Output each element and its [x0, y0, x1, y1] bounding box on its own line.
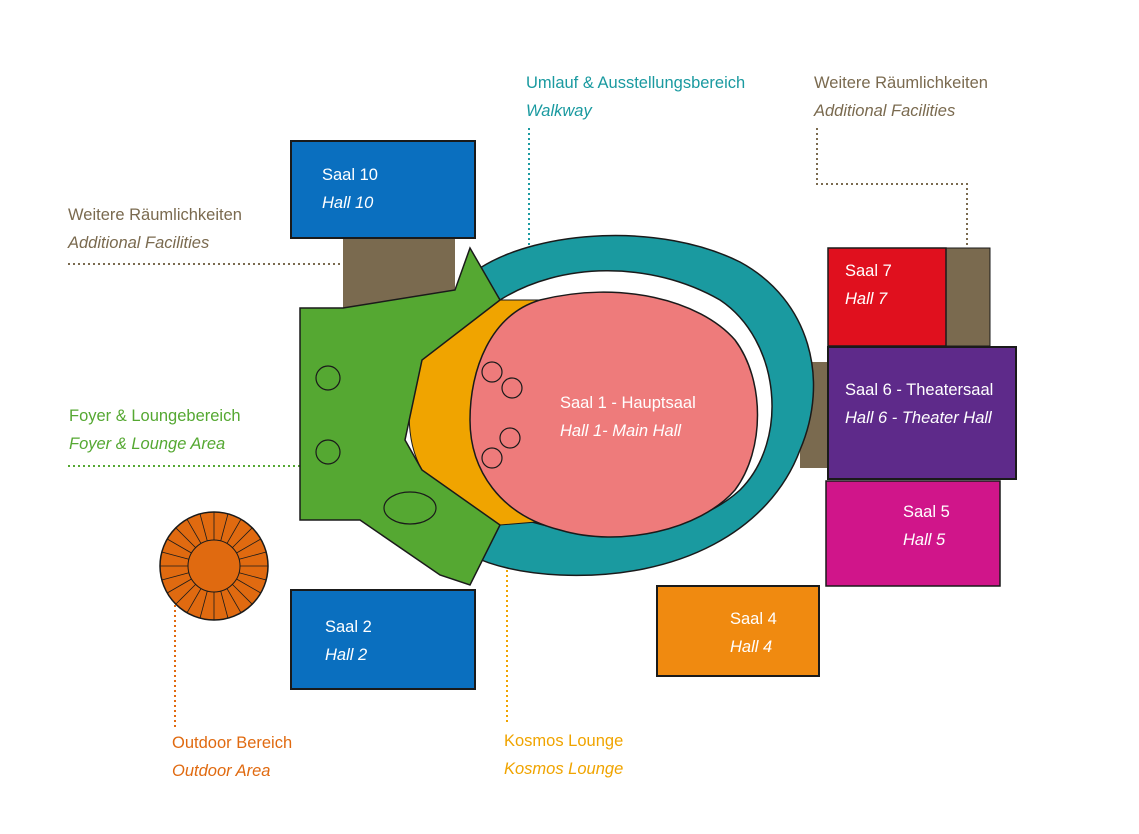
legend-foyer-de: Foyer & Loungebereich	[69, 407, 241, 425]
outdoor-spoke	[239, 551, 267, 560]
saal-4-de: Saal 4	[730, 610, 777, 628]
saal-6-en: Hall 6 - Theater Hall	[845, 409, 992, 427]
legend-walkway-de: Umlauf & Ausstellungsbereich	[526, 74, 746, 92]
outdoor-spoke	[220, 591, 229, 619]
saal-5-de: Saal 5	[903, 503, 950, 521]
leader-facilities-right	[816, 128, 968, 248]
stage-detail-1	[481, 361, 503, 383]
saal-10-de: Saal 10	[322, 166, 378, 184]
outdoor-spoke	[220, 513, 229, 541]
outdoor-spoke	[232, 527, 253, 548]
saal-5-en: Hall 5	[903, 531, 946, 549]
saal-2-de: Saal 2	[325, 618, 372, 636]
saal-4-label[interactable]: Saal 4 Hall 4	[730, 605, 777, 661]
outdoor-spoke	[232, 584, 253, 605]
saal-10-label[interactable]: Saal 10 Hall 10	[322, 161, 378, 217]
outdoor-spoke	[236, 578, 261, 594]
saal-5-label[interactable]: Saal 5 Hall 5	[903, 498, 950, 554]
saal-1-en: Hall 1- Main Hall	[560, 422, 682, 440]
legend-foyer-en: Foyer & Lounge Area	[69, 435, 226, 453]
legend-kosmos: Kosmos Lounge Kosmos Lounge	[504, 727, 623, 783]
legend-facilities-right: Weitere Räumlichkeiten Additional Facili…	[814, 69, 988, 125]
stage-detail-2	[501, 377, 523, 399]
facilities-area-right	[945, 247, 991, 347]
outdoor-spoke	[199, 513, 208, 541]
outdoor-spoke	[161, 572, 189, 581]
outdoor-spoke	[226, 588, 242, 613]
outdoor-spoke	[226, 519, 242, 544]
legend-outdoor-de: Outdoor Bereich	[172, 734, 293, 752]
foyer-bar	[383, 491, 437, 525]
stage-detail-3	[499, 427, 521, 449]
legend-walkway: Umlauf & Ausstellungsbereich Walkway	[526, 69, 745, 125]
saal-1-area	[469, 291, 759, 538]
saal-10-en: Hall 10	[322, 194, 374, 212]
saal-7-area[interactable]	[827, 247, 947, 347]
outdoor-spoke	[167, 538, 192, 554]
legend-facilities-right-en: Additional Facilities	[814, 102, 956, 120]
legend-kosmos-en: Kosmos Lounge	[504, 760, 624, 778]
legend-facilities-left-de: Weitere Räumlichkeiten	[68, 206, 242, 224]
saal-1-label[interactable]: Saal 1 - Hauptsaal Hall 1- Main Hall	[560, 389, 696, 445]
legend-kosmos-de: Kosmos Lounge	[504, 732, 624, 750]
saal-7-de: Saal 7	[845, 262, 892, 280]
legend-outdoor: Outdoor Bereich Outdoor Area	[172, 729, 292, 785]
saal-4-en: Hall 4	[730, 638, 773, 656]
outdoor-inner	[187, 539, 241, 593]
saal-6-label[interactable]: Saal 6 - Theatersaal Hall 6 - Theater Ha…	[845, 376, 993, 432]
legend-facilities-left-en: Additional Facilities	[68, 234, 210, 252]
legend-facilities-left: Weitere Räumlichkeiten Additional Facili…	[68, 201, 242, 257]
saal-10-area[interactable]	[290, 140, 476, 239]
saal-7-label[interactable]: Saal 7 Hall 7	[845, 257, 892, 313]
legend-foyer: Foyer & Loungebereich Foyer & Lounge Are…	[69, 402, 241, 458]
outdoor-spoke	[167, 578, 192, 594]
outdoor-spoke	[175, 527, 196, 548]
outdoor-spoke	[236, 538, 261, 554]
saal-7-en: Hall 7	[845, 290, 888, 308]
legend-outdoor-en: Outdoor Area	[172, 762, 271, 780]
saal-2-label[interactable]: Saal 2 Hall 2	[325, 613, 372, 669]
saal-2-area[interactable]	[290, 589, 476, 690]
saal-2-en: Hall 2	[325, 646, 368, 664]
saal-1-de: Saal 1 - Hauptsaal	[560, 394, 696, 412]
outdoor-spoke	[186, 519, 202, 544]
walkway-area	[468, 234, 815, 577]
foyer-area	[299, 246, 501, 586]
outdoor-spoke	[161, 551, 189, 560]
saal-4-area[interactable]	[656, 585, 820, 677]
legend-walkway-en: Walkway	[526, 102, 592, 120]
stage-detail-4	[481, 447, 503, 469]
saal-6-area[interactable]	[827, 346, 1017, 480]
legend-facilities-right-de: Weitere Räumlichkeiten	[814, 74, 988, 92]
outdoor-spoke	[199, 591, 208, 619]
outdoor-spoke	[239, 572, 267, 581]
saal-6-de: Saal 6 - Theatersaal	[845, 381, 994, 399]
saal-5-area[interactable]	[825, 480, 1001, 587]
outdoor-spoke	[186, 588, 202, 613]
foyer-column-top	[315, 365, 341, 391]
foyer-column-bottom	[315, 439, 341, 465]
outdoor-spoke	[175, 584, 196, 605]
